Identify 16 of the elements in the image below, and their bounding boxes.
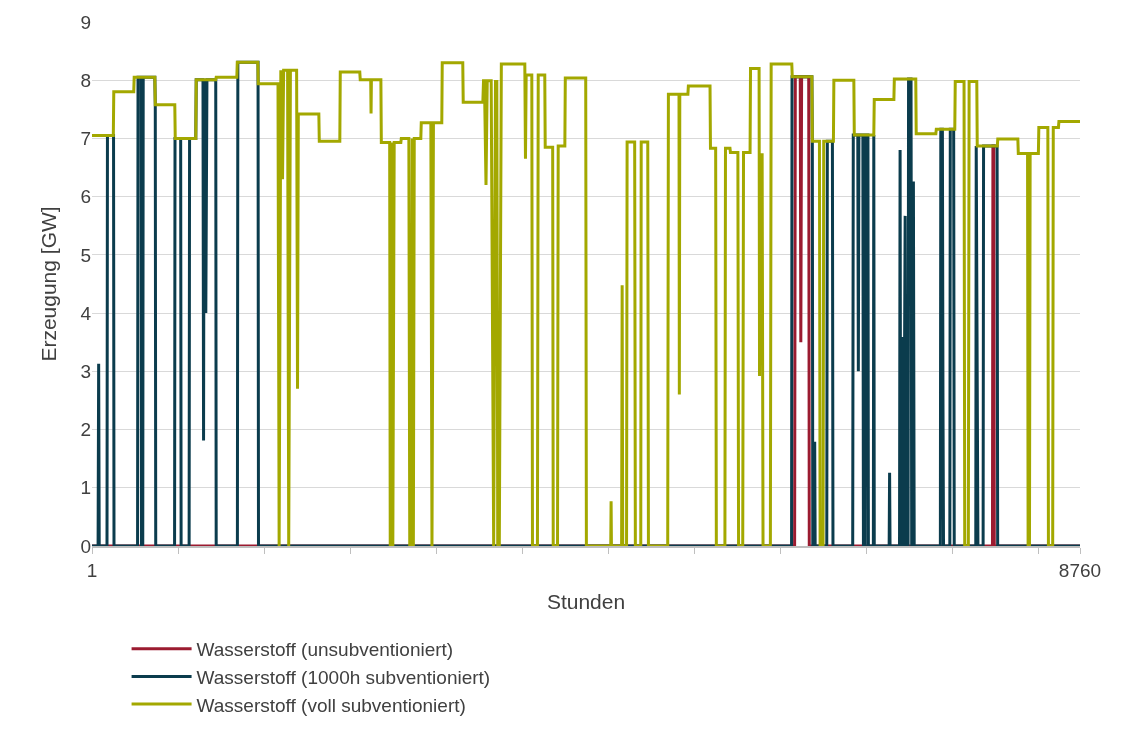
y-tick-label: 8 (80, 69, 91, 91)
y-tick-label: 0 (80, 535, 91, 557)
y-tick-label: 7 (80, 128, 91, 150)
legend-label: Wasserstoff (1000h subventioniert) (196, 666, 491, 688)
y-axis-title: Erzeugung [GW] (36, 206, 60, 362)
y-tick-label: 9 (80, 11, 91, 33)
y-tick-label: 4 (80, 302, 92, 324)
y-tick-label: 1 (80, 477, 91, 499)
y-tick-label: 2 (80, 419, 91, 441)
y-tick-label: 6 (80, 186, 91, 208)
x-tick-label: 8760 (1058, 559, 1102, 581)
y-tick-label: 3 (80, 360, 91, 382)
legend-label: Wasserstoff (voll subventioniert) (196, 694, 466, 716)
x-axis-title: Stunden (546, 590, 626, 614)
y-tick-label: 5 (80, 244, 91, 266)
legend-label: Wasserstoff (unsubventioniert) (196, 639, 454, 661)
